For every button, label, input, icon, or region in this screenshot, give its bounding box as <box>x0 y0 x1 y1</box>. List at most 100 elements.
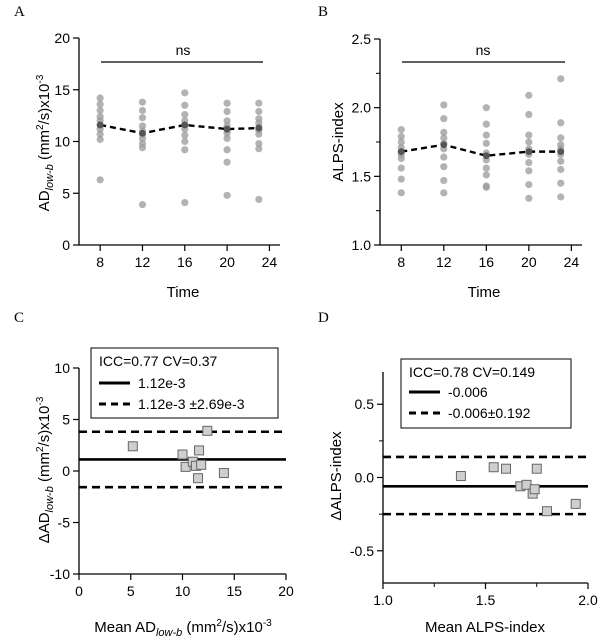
panel-c-y-tick-label: 0 <box>62 463 70 479</box>
panel-c-y-tick-label: -5 <box>58 515 71 531</box>
panel-a-data-point <box>97 107 104 114</box>
panel-a: A 0 5 10 15 20 8 12 16 20 24 ns Time ADlow-b (mm2… <box>14 4 280 301</box>
panel-a-data-point <box>181 89 188 96</box>
panel-a-y-tick-label: 20 <box>54 30 70 46</box>
panel-a-data-point <box>224 146 231 153</box>
panel-a-data-point <box>224 100 231 107</box>
panel-b-mean-point <box>483 152 490 159</box>
panel-c-y-tick-label: 10 <box>54 360 70 376</box>
panel-a-mean-point <box>224 126 231 133</box>
panel-b-marks: 1.0 1.5 2.0 2.5 8 12 16 20 24 <box>352 31 582 270</box>
panel-c-data-point <box>195 446 204 455</box>
panel-b-data-point <box>557 166 564 173</box>
panel-b-data-point <box>525 111 532 118</box>
panel-c-data-point <box>194 474 203 483</box>
panel-c-x-tick-label: 10 <box>175 583 191 599</box>
panel-b-data-point <box>525 132 532 139</box>
panel-a-x-tick-label: 16 <box>177 254 193 270</box>
panel-a-y-tick-label: 0 <box>62 237 70 253</box>
panel-d-data-point <box>571 499 580 508</box>
panel-b-data-point <box>483 132 490 139</box>
panel-a-y-tick-label: 10 <box>54 134 70 150</box>
panel-d-letter: D <box>318 310 329 326</box>
panel-c-legend: ICC=0.77 CV=0.37 1.12e-3 1.12e-3 ±2.69e-… <box>91 348 278 418</box>
panel-c-legend-dashed-label: 1.12e-3 ±2.69e-3 <box>138 396 245 412</box>
panel-d-x-tick-label: 1.0 <box>373 592 393 608</box>
panel-a-data-point <box>181 138 188 145</box>
panel-d-data-point <box>543 507 552 516</box>
panel-a-x-tick-label: 8 <box>96 254 104 270</box>
panel-a-data-point <box>97 136 104 143</box>
panel-b-y-title: ALPS-index <box>330 102 347 182</box>
panel-a-data-point <box>255 100 262 107</box>
panel-c-y-title: ΔADlow-b (mm2/s)x10-3 <box>35 396 56 543</box>
panel-b-data-point <box>398 126 405 133</box>
panel-d-data-point <box>532 464 541 473</box>
panel-b-mean-point <box>525 148 532 155</box>
panel-a-ns-annotation: ns <box>176 42 191 58</box>
panel-b-mean-line <box>401 145 560 156</box>
panel-a-mean-point <box>255 125 262 132</box>
panel-a-x-tick-label: 12 <box>135 254 151 270</box>
panel-b-x-tick-label: 8 <box>397 254 405 270</box>
panel-b-data-point <box>525 181 532 188</box>
panel-b-mean-point <box>440 141 447 148</box>
panel-b-data-point <box>525 138 532 145</box>
panel-d-data-point <box>502 464 511 473</box>
panel-b-data-point <box>440 189 447 196</box>
panel-a-data-point <box>181 132 188 139</box>
panel-d-data-point <box>489 463 498 472</box>
panel-b-data-point <box>483 104 490 111</box>
panel-a-data-point <box>181 111 188 118</box>
panel-b-mean-point <box>398 148 405 155</box>
panel-a-data-point <box>255 196 262 203</box>
panel-a-letter: A <box>14 4 25 20</box>
panel-b-letter: B <box>318 4 328 20</box>
panel-c-data-point <box>178 450 187 459</box>
panel-c-x-tick-label: 20 <box>278 583 294 599</box>
panel-d-legend-dashed-label: -0.006±0.192 <box>448 405 531 421</box>
panel-d-data-point <box>522 480 531 489</box>
panel-a-data-point <box>139 107 146 114</box>
panel-b-data-point <box>398 155 405 162</box>
panel-b-x-title: Time <box>468 284 501 301</box>
panel-a-mean-point <box>139 130 146 137</box>
panel-d-y-tick-label: -0.5 <box>350 543 374 559</box>
panel-c-data-point <box>197 460 206 469</box>
panel-a-data-point <box>224 108 231 115</box>
panel-b-data-point <box>398 189 405 196</box>
panel-b-data-point <box>440 101 447 108</box>
panel-b-data-point <box>440 177 447 184</box>
panel-c-x-tick-label: 0 <box>75 583 83 599</box>
panel-b-data-point <box>483 121 490 128</box>
panel-b-data-point <box>557 119 564 126</box>
panel-b-data-point <box>557 158 564 165</box>
figure: A 051015208 12 16 20 24 ns Time ADlow-b (mm2… <box>0 0 600 642</box>
panel-d-x-title: Mean ALPS-index <box>425 619 546 636</box>
panel-b-data-point <box>483 140 490 147</box>
panel-c-data-point <box>128 442 137 451</box>
panel-a-x-title: Time <box>167 284 200 301</box>
panel-a-data-point <box>224 192 231 199</box>
panel-a-data-point <box>224 159 231 166</box>
panel-a-marks: 0 5 10 15 20 8 12 16 20 24 <box>54 30 280 270</box>
panel-b-x-tick-label: 12 <box>436 254 452 270</box>
panel-c-x-title: Mean ADlow-b (mm2/s)x10-3 <box>94 618 272 639</box>
panel-c-x-tick-label: 5 <box>127 583 135 599</box>
panel-a-data-point <box>139 114 146 121</box>
panel-b-data-point <box>525 167 532 174</box>
panel-b-x-tick-label: 20 <box>521 254 537 270</box>
panel-a-data-point <box>181 102 188 109</box>
panel-b-data-point <box>525 195 532 202</box>
panel-d-y-title: ΔALPS-index <box>328 431 345 521</box>
panel-a-data-point <box>181 199 188 206</box>
panel-a-data-point <box>255 131 262 138</box>
panel-c: C -10 -5 0 5 10 0 5 10 15 20 ICC=0.77 CV=0.37 1.1… <box>14 310 294 639</box>
panel-b-y-tick-label: 2.0 <box>352 100 372 116</box>
panel-b-data-point <box>483 164 490 171</box>
panel-d-y-tick-label: 0.5 <box>355 396 375 412</box>
panel-d-data-point <box>456 472 465 481</box>
panel-b-data-point <box>525 159 532 166</box>
panel-d-legend-stats: ICC=0.78 CV=0.149 <box>409 364 535 380</box>
panel-c-legend-stats: ICC=0.77 CV=0.37 <box>99 353 218 369</box>
